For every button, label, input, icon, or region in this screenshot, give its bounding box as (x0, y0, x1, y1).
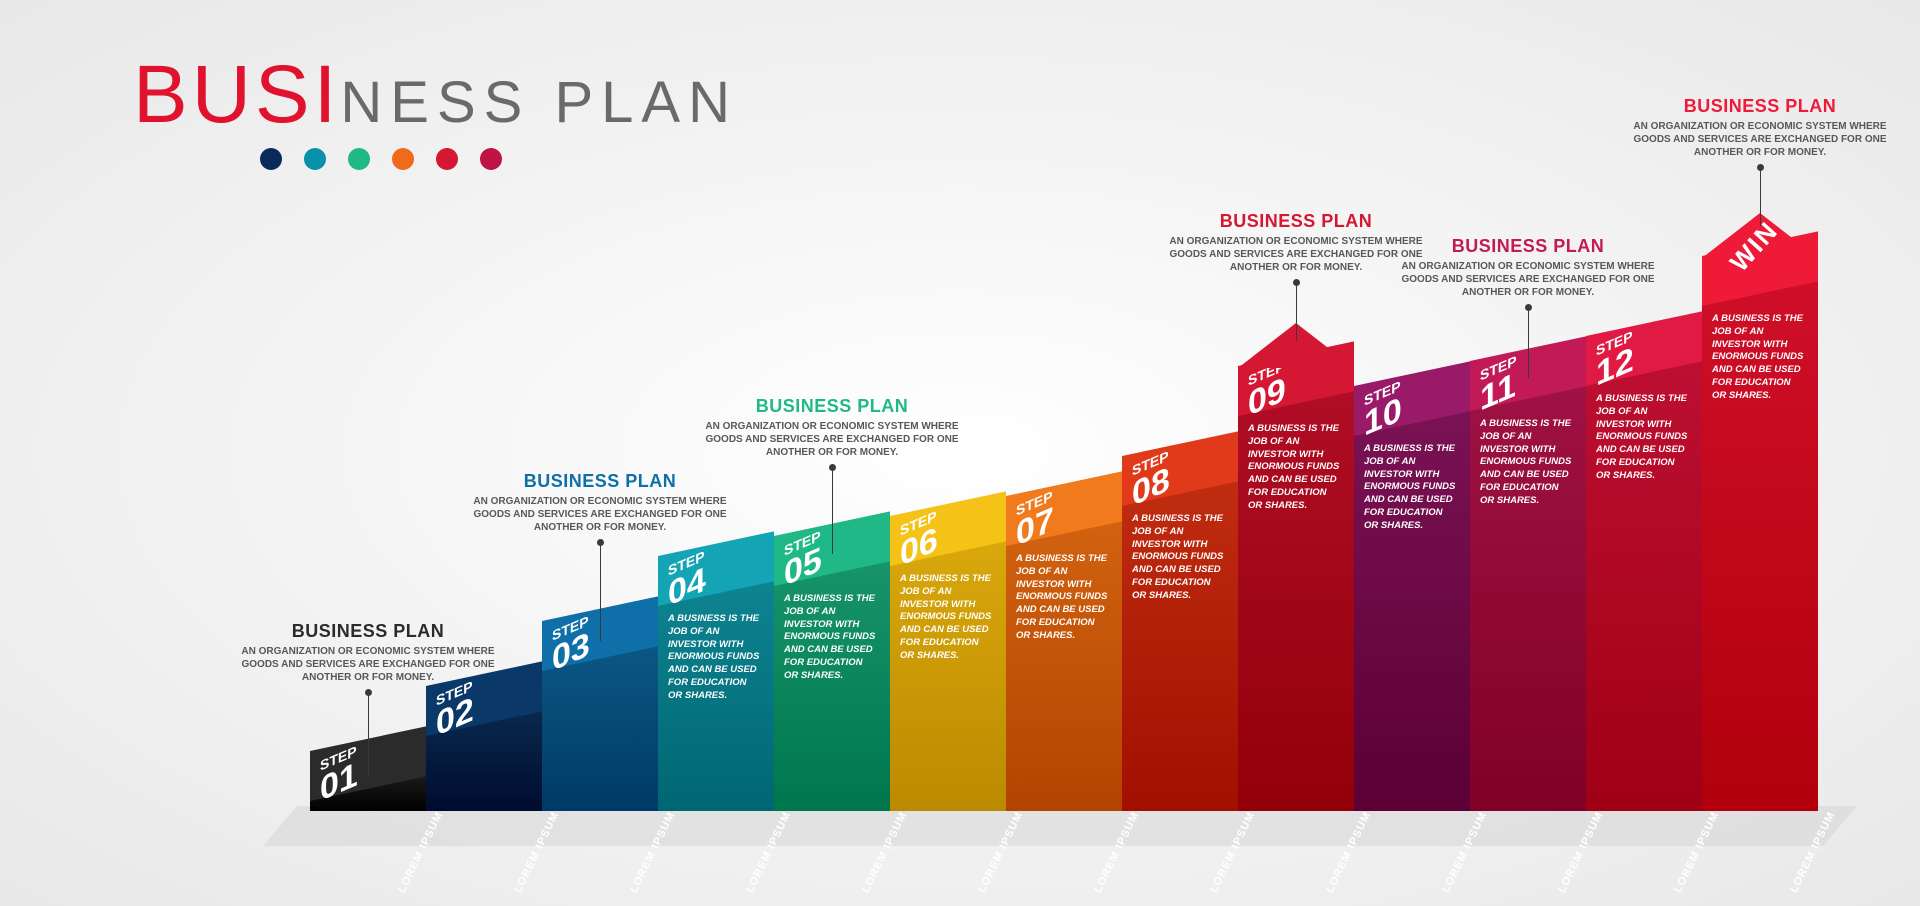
bar-body-text: A BUSINESS IS THE JOB OF AN INVESTOR WIT… (1712, 313, 1804, 403)
callout-body: AN ORGANIZATION OR ECONOMIC SYSTEM WHERE… (702, 420, 962, 459)
callout: BUSINESS PLAN AN ORGANIZATION OR ECONOMIC… (1398, 236, 1658, 299)
bar-step: A BUSINESS IS THE JOB OF AN INVESTOR WIT… (1354, 411, 1470, 811)
callout-title: BUSINESS PLAN (1630, 96, 1890, 117)
bar-step: A BUSINESS IS THE JOB OF AN INVESTOR WIT… (1238, 391, 1354, 811)
callout-title: BUSINESS PLAN (1166, 211, 1426, 232)
bar-body-text: A BUSINESS IS THE JOB OF AN INVESTOR WIT… (668, 613, 760, 703)
callout: BUSINESS PLAN AN ORGANIZATION OR ECONOMIC… (1166, 211, 1426, 274)
callout: BUSINESS PLAN AN ORGANIZATION OR ECONOMIC… (702, 396, 962, 459)
page-title: BUSINESS PLAN (133, 48, 738, 142)
bar-step: A BUSINESS IS THE JOB OF AN INVESTOR WIT… (1122, 481, 1238, 811)
title-accent: BUSI (133, 49, 340, 140)
bar-body-text: A BUSINESS IS THE JOB OF AN INVESTOR WIT… (1248, 423, 1340, 513)
bar-step: A BUSINESS IS THE JOB OF AN INVESTOR WIT… (1470, 386, 1586, 811)
bar-step: LOREM IPSUMSTEP03 (542, 646, 658, 811)
bar-body-text: A BUSINESS IS THE JOB OF AN INVESTOR WIT… (1596, 393, 1688, 483)
callout-title: BUSINESS PLAN (1398, 236, 1658, 257)
title-rest: NESS PLAN (340, 70, 738, 135)
callout: BUSINESS PLAN AN ORGANIZATION OR ECONOMIC… (470, 471, 730, 534)
step-chart: LOREM IPSUMSTEP01LOREM IPSUMSTEP02LOREM … (310, 281, 1818, 811)
callout-body: AN ORGANIZATION OR ECONOMIC SYSTEM WHERE… (1166, 235, 1426, 274)
callout-body: AN ORGANIZATION OR ECONOMIC SYSTEM WHERE… (1398, 260, 1658, 299)
callout-title: BUSINESS PLAN (702, 396, 962, 417)
bar-body-text: A BUSINESS IS THE JOB OF AN INVESTOR WIT… (1016, 553, 1108, 643)
bar-body-text: A BUSINESS IS THE JOB OF AN INVESTOR WIT… (784, 593, 876, 683)
callout-body: AN ORGANIZATION OR ECONOMIC SYSTEM WHERE… (238, 645, 498, 684)
legend-dot (304, 148, 326, 170)
bar-step: A BUSINESS IS THE JOB OF AN INVESTOR WIT… (1586, 361, 1702, 811)
callout-title: BUSINESS PLAN (238, 621, 498, 642)
bar-body-text: A BUSINESS IS THE JOB OF AN INVESTOR WIT… (1480, 418, 1572, 508)
callout: BUSINESS PLAN AN ORGANIZATION OR ECONOMIC… (238, 621, 498, 684)
bar-body-text: A BUSINESS IS THE JOB OF AN INVESTOR WIT… (900, 573, 992, 663)
bar-step: A BUSINESS IS THE JOB OF AN INVESTOR WIT… (1006, 521, 1122, 811)
bar-step: A BUSINESS IS THE JOB OF AN INVESTOR WIT… (890, 541, 1006, 811)
legend-dot (260, 148, 282, 170)
floor-shadow (263, 806, 1857, 846)
legend-dot (392, 148, 414, 170)
bar-step: A BUSINESS IS THE JOB OF AN INVESTOR WIT… (658, 581, 774, 811)
bar-step: LOREM IPSUMSTEP01 (310, 776, 426, 811)
legend-dots (260, 148, 502, 170)
callout: BUSINESS PLAN AN ORGANIZATION OR ECONOMIC… (1630, 96, 1890, 159)
bar-step: A BUSINESS IS THE JOB OF AN INVESTOR WIT… (1702, 281, 1818, 811)
legend-dot (436, 148, 458, 170)
bar-body-text: A BUSINESS IS THE JOB OF AN INVESTOR WIT… (1132, 513, 1224, 603)
callout-body: AN ORGANIZATION OR ECONOMIC SYSTEM WHERE… (470, 495, 730, 534)
bar-step: A BUSINESS IS THE JOB OF AN INVESTOR WIT… (774, 561, 890, 811)
legend-dot (348, 148, 370, 170)
callout-title: BUSINESS PLAN (470, 471, 730, 492)
callout-body: AN ORGANIZATION OR ECONOMIC SYSTEM WHERE… (1630, 120, 1890, 159)
legend-dot (480, 148, 502, 170)
bar-step: LOREM IPSUMSTEP02 (426, 711, 542, 811)
bar-body-text: A BUSINESS IS THE JOB OF AN INVESTOR WIT… (1364, 443, 1456, 533)
